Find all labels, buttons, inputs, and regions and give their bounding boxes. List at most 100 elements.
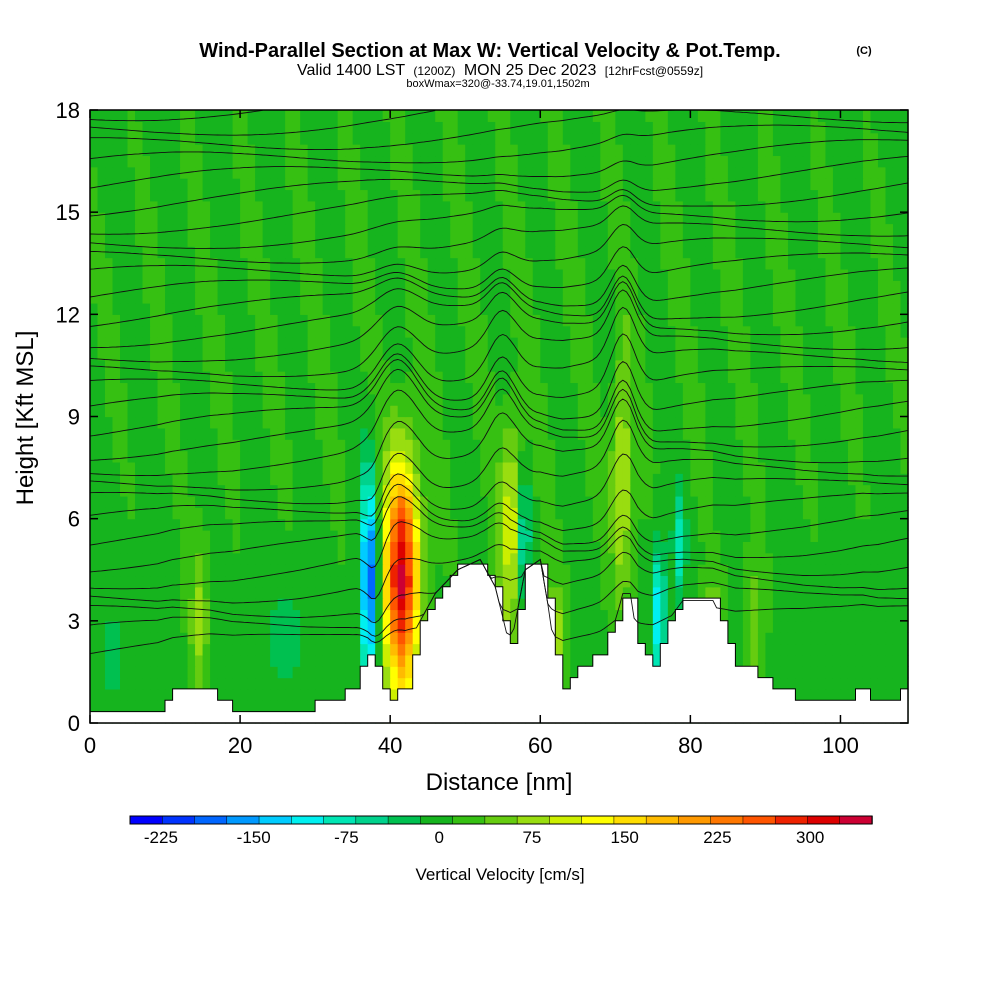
heatmap-cell [570,586,579,599]
heatmap-cell [487,518,496,531]
heatmap-cell [577,302,586,315]
heatmap-cell [157,530,166,542]
heatmap-cell [577,620,586,633]
heatmap-cell [877,473,887,486]
heatmap-cell [847,643,857,656]
heatmap-cell [405,439,414,452]
heatmap-cell [397,518,406,531]
heatmap-cell [547,439,556,452]
heatmap-cell [247,461,256,474]
heatmap-cell [150,632,159,645]
heatmap-cell [855,609,864,622]
heatmap-cell [817,609,827,622]
heatmap-cell [202,337,211,349]
heatmap-cell [652,427,661,440]
heatmap-cell [900,609,909,622]
heatmap-cell [480,337,489,349]
heatmap-cell [292,291,301,304]
heatmap-cell [442,495,451,508]
heatmap-cell [660,325,669,338]
heatmap-cell [690,325,699,338]
heatmap-cell [885,518,894,531]
heatmap-cell [157,518,166,531]
heatmap-cell [570,348,579,361]
heatmap-cell [862,427,872,440]
heatmap-cell [660,518,669,531]
heatmap-cell [787,632,797,645]
heatmap-cell [652,212,661,225]
heatmap-cell [240,200,249,213]
heatmap-cell [382,302,391,315]
heatmap-cell [255,473,264,486]
heatmap-cell [165,688,174,701]
heatmap-cell [630,200,639,213]
heatmap-cell [277,643,286,656]
heatmap-cell [517,405,526,418]
heatmap-cell [637,620,646,633]
heatmap-cell [337,325,346,338]
heatmap-cell [772,257,782,270]
heatmap-cell [412,450,421,463]
heatmap-cell [570,507,579,520]
heatmap-cell [817,450,827,463]
heatmap-cell [450,518,459,531]
heatmap-cell [345,439,354,452]
heatmap-cell [300,427,309,440]
heatmap-cell [292,393,301,406]
heatmap-cell [285,609,294,622]
heatmap-cell [427,416,436,429]
heatmap-cell [300,609,309,622]
heatmap-cell [472,246,481,259]
heatmap-cell [720,291,729,304]
heatmap-cell [360,371,369,384]
heatmap-cell [270,382,279,395]
heatmap-cell [832,598,842,611]
heatmap-cell [165,541,174,554]
heatmap-cell [435,405,444,418]
heatmap-cell [810,439,819,452]
heatmap-cell [120,507,129,520]
heatmap-cell [195,268,204,281]
heatmap-cell [480,518,489,531]
heatmap-cell [165,291,174,304]
heatmap-cell [315,439,324,452]
heatmap-cell [870,257,879,270]
heatmap-cell [172,302,181,315]
heatmap-cell [277,405,286,418]
heatmap-cell [90,439,99,452]
heatmap-cell [817,246,827,259]
heatmap-cell [900,416,909,429]
heatmap-cell [862,439,872,452]
heatmap-cell [667,450,676,463]
heatmap-cell [292,461,301,474]
heatmap-cell [135,666,144,679]
heatmap-cell [660,439,669,452]
heatmap-cell [292,325,301,338]
heatmap-cell [900,473,909,486]
heatmap-cell [532,371,541,384]
heatmap-cell [330,677,339,690]
heatmap-cell [187,530,196,542]
heatmap-cell [750,393,759,406]
heatmap-cell [322,359,331,372]
heatmap-cell [330,200,339,213]
heatmap-cell [427,473,436,486]
heatmap-cell [622,507,631,520]
heatmap-cell [742,654,751,667]
heatmap-cell [690,268,699,281]
heatmap-cell [690,337,699,349]
heatmap-cell [817,632,827,645]
heatmap-cell [127,484,136,497]
heatmap-cell [637,632,646,645]
heatmap-cell [622,246,631,259]
heatmap-cell [585,291,594,304]
heatmap-cell [255,337,264,349]
heatmap-cell [270,632,279,645]
heatmap-cell [810,552,819,565]
heatmap-cell [547,337,556,349]
heatmap-cell [420,473,429,486]
heatmap-cell [615,405,624,418]
heatmap-cell [225,371,234,384]
heatmap-cell [450,280,459,293]
heatmap-cell [862,461,872,474]
